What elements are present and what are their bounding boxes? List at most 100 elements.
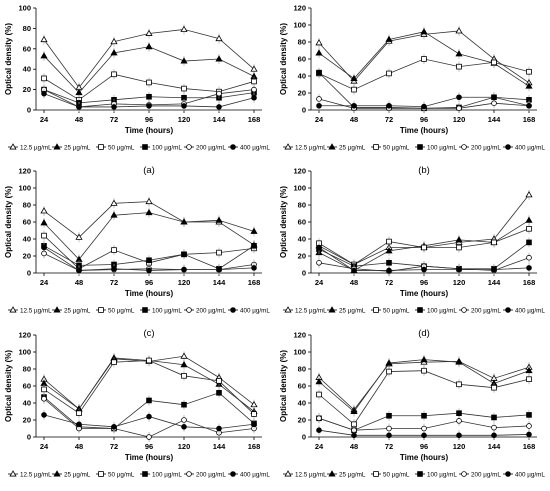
legend-label: 100 µg/mL <box>152 472 182 479</box>
y-tick-label: 80 <box>23 24 31 33</box>
y-tick-label: 20 <box>298 89 306 98</box>
y-tick-label: 20 <box>298 252 306 261</box>
data-point <box>181 266 187 273</box>
data-point <box>250 400 258 408</box>
data-point <box>456 94 462 101</box>
y-tick-label: 120 <box>293 167 306 176</box>
x-tick-label: 144 <box>488 442 501 451</box>
data-point <box>421 56 427 62</box>
y-tick-label: 100 <box>18 184 31 193</box>
data-point <box>316 415 322 422</box>
series-400 <box>41 242 257 276</box>
data-point <box>316 260 322 266</box>
data-point <box>421 266 427 273</box>
data-point <box>181 373 187 379</box>
data-point <box>328 470 336 477</box>
series-400 <box>41 409 257 434</box>
y-tick-label: 0 <box>302 269 306 278</box>
data-point <box>40 35 48 43</box>
legend: 12.5 µg/mL 25 µg/mL 50 µg/mL 100 µg/mL 200 µ… <box>8 143 270 152</box>
data-point <box>461 144 467 150</box>
y-axis-label: Optical density (%) <box>4 350 13 422</box>
y-tick-label: 20 <box>23 85 31 94</box>
data-point <box>111 359 117 365</box>
data-point <box>146 79 152 86</box>
legend-label: 200 µg/mL <box>471 472 501 479</box>
y-tick-label: 100 <box>18 4 31 13</box>
chart-panel-e: 0 20 40 60 80 100 120 24 48 72 96 120 144 168 Time (ho… <box>4 331 270 479</box>
series-12-5 <box>315 189 533 270</box>
data-point <box>40 219 48 226</box>
legend-label: 400 µg/mL <box>515 308 545 315</box>
data-point <box>216 378 222 384</box>
data-point <box>386 260 392 266</box>
data-point <box>456 432 462 439</box>
data-point <box>461 307 467 313</box>
data-point <box>373 471 379 477</box>
legend-label: 12.5 µg/mL <box>20 145 52 152</box>
panel-label: (c) <box>143 328 154 339</box>
data-point <box>456 418 462 424</box>
data-point <box>350 74 358 82</box>
data-point <box>216 249 222 256</box>
data-point <box>350 407 358 414</box>
data-point <box>351 86 357 93</box>
legend: 12.5 µg/mL 25 µg/mL 50 µg/mL 100 µg/mL 200 µ… <box>283 143 545 152</box>
data-point <box>525 190 533 198</box>
data-point <box>525 216 533 223</box>
data-point <box>526 254 532 261</box>
x-tick-label: 96 <box>420 278 428 287</box>
chart-panel-d: 0 20 40 60 80 100 120 24 48 72 96 120 144 168 Time (ho… <box>279 167 545 340</box>
data-point <box>421 103 427 110</box>
data-point <box>180 57 188 64</box>
y-tick-label: 80 <box>23 201 31 210</box>
y-tick-label: 0 <box>302 106 306 115</box>
data-point <box>417 471 423 477</box>
series-400 <box>316 242 532 276</box>
series-line <box>318 194 530 265</box>
x-tick-label: 168 <box>523 442 536 451</box>
x-axis-label: Time (hours) <box>125 289 174 298</box>
data-point <box>456 410 462 417</box>
legend-label: 25 µg/mL <box>339 472 366 479</box>
data-point <box>9 470 17 477</box>
data-point <box>351 267 357 274</box>
data-point <box>251 78 257 85</box>
series-12-5 <box>40 196 258 250</box>
legend-label: 400 µg/mL <box>240 145 270 152</box>
x-tick-label: 48 <box>75 442 83 451</box>
data-point <box>385 247 393 254</box>
data-point <box>386 425 392 432</box>
data-point <box>417 307 423 313</box>
data-point <box>316 69 322 76</box>
data-point <box>186 307 192 313</box>
data-point <box>421 367 427 374</box>
data-point <box>316 427 322 433</box>
y-tick-label: 100 <box>293 348 306 357</box>
legend-label: 200 µg/mL <box>196 308 226 315</box>
data-point <box>216 390 222 396</box>
data-point <box>216 425 222 432</box>
legend: 12.5 µg/mL 25 µg/mL 50 µg/mL 100 µg/mL 200 µ… <box>8 470 270 479</box>
series-50 <box>41 355 257 420</box>
data-point <box>456 381 462 388</box>
legend-label: 400 µg/mL <box>515 145 545 152</box>
data-point <box>315 377 323 385</box>
x-tick-label: 168 <box>248 278 261 287</box>
data-point <box>146 257 152 264</box>
legend-label: 12.5 µg/mL <box>20 308 52 315</box>
data-point <box>316 244 322 251</box>
data-point <box>41 232 47 239</box>
y-tick-label: 60 <box>298 55 306 64</box>
x-tick-label: 48 <box>350 115 358 124</box>
data-point <box>76 267 82 274</box>
data-point <box>41 75 47 82</box>
data-point <box>180 352 188 359</box>
data-point <box>181 103 187 109</box>
data-point <box>180 25 188 32</box>
data-point <box>98 471 104 477</box>
data-point <box>455 236 463 243</box>
x-tick-label: 120 <box>453 442 466 451</box>
data-point <box>41 412 47 418</box>
